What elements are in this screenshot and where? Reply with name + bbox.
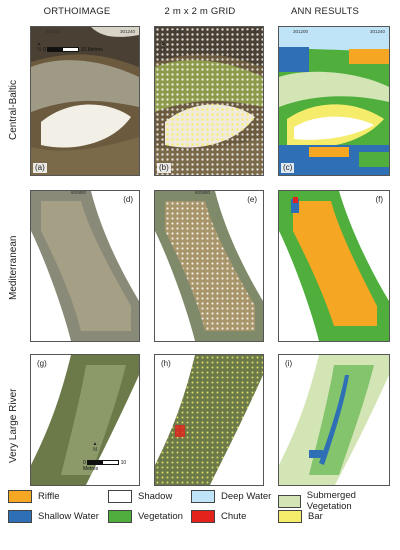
legend-label: Chute bbox=[221, 511, 247, 522]
panel-label-d: (d) bbox=[121, 195, 135, 205]
legend-label: Vegetation bbox=[138, 511, 183, 522]
legend-swatch bbox=[191, 490, 215, 503]
scale-bar-graphic bbox=[87, 460, 120, 466]
legend-label: Deep Water bbox=[221, 491, 272, 502]
legend-item-riffle: Riffle bbox=[8, 490, 59, 503]
legend-swatch bbox=[8, 510, 32, 523]
panel-label-f: (f) bbox=[373, 195, 385, 205]
panel-label-h: (h) bbox=[159, 359, 173, 369]
panel-label-b: (b) bbox=[157, 163, 171, 173]
legend-swatch bbox=[278, 494, 301, 508]
legend-item-shallow-water: Shallow Water bbox=[8, 510, 99, 523]
coord-label: 600880 bbox=[195, 190, 211, 195]
legend-swatch bbox=[108, 490, 132, 503]
header-grid: 2 m x 2 m GRID bbox=[164, 6, 236, 17]
legend-item-chute: Chute bbox=[191, 510, 246, 523]
panel-h-grid: (h) bbox=[154, 354, 264, 486]
panel-label-i: (i) bbox=[283, 359, 295, 369]
panel-i-ann-results: (i) bbox=[278, 354, 390, 486]
panel-label-e: (e) bbox=[245, 195, 259, 205]
legend-item-vegetation: Vegetation bbox=[108, 510, 183, 523]
legend-item-deep-water: Deep Water bbox=[191, 490, 271, 503]
panel-label-g: (g) bbox=[35, 359, 49, 369]
legend-label: Submerged Vegetation bbox=[306, 490, 356, 512]
legend-label: Shallow Water bbox=[38, 511, 99, 522]
scale-bar: 0 10 Metres bbox=[43, 47, 103, 53]
north-arrow-icon: ▲ N bbox=[160, 41, 166, 53]
coord-label: 301240 bbox=[243, 29, 259, 34]
panel-label-a: (a) bbox=[33, 163, 47, 173]
legend-swatch bbox=[191, 510, 215, 523]
north-label: N bbox=[37, 47, 41, 53]
panel-label-c: (c) bbox=[281, 163, 295, 173]
panel-c-ann-results: (c) 301200 301240 bbox=[278, 26, 390, 176]
coord-label: 301240 bbox=[119, 29, 135, 34]
legend-swatch bbox=[278, 510, 302, 523]
north-label: N bbox=[161, 47, 165, 53]
coord-label: 301240 bbox=[369, 29, 385, 34]
row-label-very-large-river: Very Large River bbox=[8, 388, 19, 463]
legend-label: Riffle bbox=[38, 491, 60, 502]
coord-label: 301200 bbox=[45, 29, 61, 34]
legend: Riffle Shadow Deep Water Submerged Veget… bbox=[8, 486, 398, 546]
scale-bar: 0 10 Metres bbox=[83, 460, 139, 472]
panel-e-grid: (e) 600880 bbox=[154, 190, 264, 342]
row-label-central-baltic: Central-Baltic bbox=[8, 79, 19, 140]
header-ann-results: ANN RESULTS bbox=[290, 6, 359, 17]
coord-label: 301200 bbox=[169, 29, 185, 34]
legend-item-shadow: Shadow bbox=[108, 490, 172, 503]
legend-item-bar: Bar bbox=[278, 510, 323, 523]
scale-tick: 0 bbox=[83, 460, 86, 466]
scale-bar-graphic bbox=[47, 47, 80, 53]
header-orthoimage: ORTHOIMAGE bbox=[43, 6, 111, 17]
legend-swatch bbox=[8, 490, 32, 503]
scale-tick: 10 Metres bbox=[83, 460, 127, 472]
north-arrow-icon: ▲ N bbox=[92, 441, 98, 453]
legend-swatch bbox=[108, 510, 132, 523]
north-label: N bbox=[93, 447, 97, 453]
panel-a-orthoimage: (a) 301200 301240 ▲ N 0 10 Metres bbox=[30, 26, 140, 176]
scale-tick: 10 Metres bbox=[80, 47, 103, 53]
panel-b-grid: (b) 301200 301240 ▲ N bbox=[154, 26, 264, 176]
legend-label: Shadow bbox=[138, 491, 173, 502]
north-arrow-icon: ▲ N bbox=[36, 41, 42, 53]
legend-label: Bar bbox=[308, 511, 323, 522]
legend-item-submerged-vegetation: Submerged Vegetation bbox=[278, 490, 398, 512]
panel-f-ann-results: (f) bbox=[278, 190, 390, 342]
panel-d-orthoimage: (d) 600880 bbox=[30, 190, 140, 342]
coord-label: 301200 bbox=[293, 29, 309, 34]
coord-label: 600880 bbox=[71, 190, 87, 195]
row-label-mediterranean: Mediterranean bbox=[8, 235, 19, 300]
panel-g-orthoimage: (g) ▲ N 0 10 Metres bbox=[30, 354, 140, 486]
scale-tick: 0 bbox=[43, 47, 46, 53]
